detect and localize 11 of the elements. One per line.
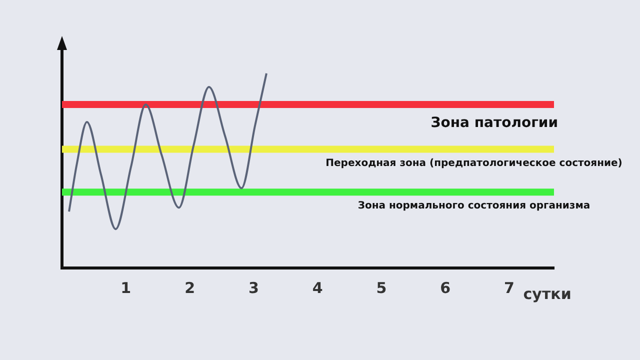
x-tick-label: 2 bbox=[184, 278, 196, 297]
x-tick-label: 5 bbox=[376, 278, 387, 297]
x-tick-label: 7 bbox=[504, 278, 514, 297]
x-axis-title: сутки bbox=[523, 284, 572, 303]
ref-line-label: Переходная зона (предпатологическое состояние) bbox=[326, 158, 622, 169]
ref-line-label: Зона патологии bbox=[430, 115, 558, 132]
x-tick-label: 6 bbox=[440, 278, 451, 297]
x-tick-label: 1 bbox=[120, 278, 132, 297]
x-tick-label: 4 bbox=[312, 278, 323, 297]
ref-line-label: Зона нормального состояния организма bbox=[358, 200, 590, 212]
x-tick-label: 3 bbox=[248, 278, 259, 297]
